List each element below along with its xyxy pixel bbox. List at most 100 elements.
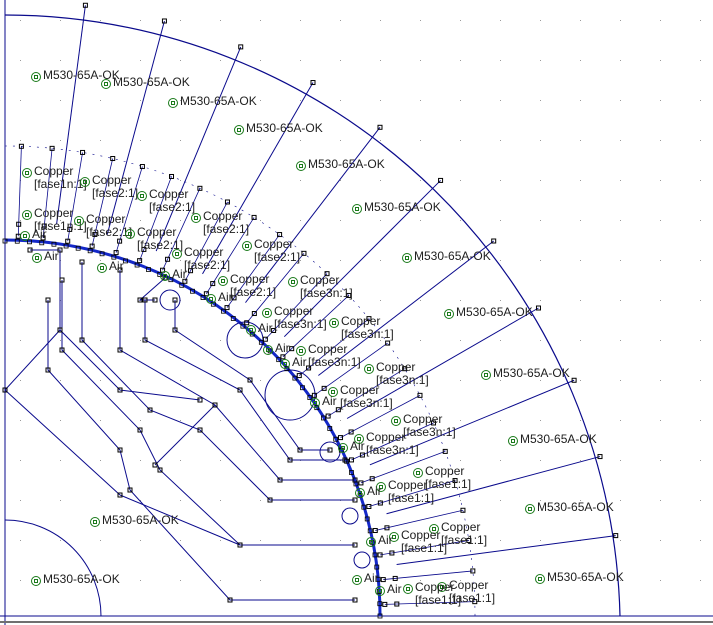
grid-dot: [60, 460, 61, 461]
block-label-air[interactable]: Air: [352, 572, 379, 585]
block-label-air[interactable]: Air: [97, 260, 124, 273]
block-label-steel[interactable]: M530-65A-OK: [234, 122, 323, 135]
grid-dot: [100, 260, 101, 261]
mesh-node: [348, 429, 354, 435]
block-label-steel[interactable]: M530-65A-OK: [31, 69, 120, 82]
block-label-air[interactable]: Air: [20, 228, 47, 241]
grid-dot: [380, 380, 381, 381]
block-label-steel[interactable]: M530-65A-OK: [481, 367, 570, 380]
grid-dot: [260, 380, 261, 381]
grid-dot: [60, 100, 61, 101]
block-label-air[interactable]: Air: [280, 356, 307, 369]
grid-dot: [100, 60, 101, 61]
block-label-air[interactable]: Air: [263, 342, 290, 355]
grid-dot: [180, 540, 181, 541]
mesh-node: [230, 316, 236, 321]
block-label-copper[interactable]: Copper [fase2:1]: [242, 238, 300, 264]
block-label-steel[interactable]: M530-65A-OK: [168, 95, 257, 108]
block-label-air[interactable]: Air: [355, 485, 382, 498]
grid-dot: [60, 140, 61, 141]
block-label-steel[interactable]: M530-65A-OK: [525, 501, 614, 514]
grid-dot: [540, 100, 541, 101]
grid-dot: [620, 260, 621, 261]
material-label: M530-65A-OK: [414, 249, 491, 263]
block-label-steel[interactable]: M530-65A-OK: [101, 76, 190, 89]
mesh-node: [535, 305, 541, 311]
block-label-copper[interactable]: Copper [fase2:1]: [218, 273, 276, 299]
block-label-copper[interactable]: Copper [fase2:1]: [80, 174, 138, 200]
mesh-node: [59, 277, 65, 283]
grid-dot: [420, 420, 421, 421]
block-label-air[interactable]: Air: [375, 583, 402, 596]
block-label-copper[interactable]: Copper [fase1:1]: [413, 465, 471, 491]
block-label-steel[interactable]: M530-65A-OK: [352, 201, 441, 214]
grid-dot: [700, 20, 701, 21]
block-label-steel[interactable]: M530-65A-OK: [535, 571, 624, 584]
block-label-air[interactable]: Air: [310, 395, 337, 408]
grid-dot: [700, 300, 701, 301]
grid-dot: [420, 580, 421, 581]
block-label-copper[interactable]: Copper [fase1:1]: [376, 479, 434, 505]
block-label-steel[interactable]: M530-65A-OK: [402, 250, 491, 263]
block-label-copper[interactable]: Copper [fase2:1]: [74, 213, 132, 239]
grid-dot: [420, 140, 421, 141]
grid-dot: [420, 540, 421, 541]
block-label-copper[interactable]: Copper [fase1:1]: [429, 521, 487, 547]
block-label-copper[interactable]: Copper [fase3n:1]: [296, 343, 361, 369]
block-label-steel[interactable]: M530-65A-OK: [90, 514, 179, 527]
slot-side-line: [351, 422, 434, 461]
grid-dot: [220, 580, 221, 581]
grid-dot: [60, 420, 61, 421]
mesh-node: [353, 481, 359, 487]
block-label-copper[interactable]: Copper [fase3n:1]: [262, 305, 327, 331]
block-label-air[interactable]: Air: [32, 250, 59, 263]
block-label-air[interactable]: Air: [246, 322, 273, 335]
block-label-steel[interactable]: M530-65A-OK: [31, 573, 120, 586]
block-label-copper[interactable]: Copper [fase3n:1]: [329, 315, 394, 341]
block-label-steel[interactable]: M530-65A-OK: [508, 433, 597, 446]
mesh-node: [491, 238, 497, 244]
grid-dot: [700, 340, 701, 341]
block-label-copper[interactable]: Copper [fase1:1]: [403, 581, 461, 607]
block-label-air[interactable]: Air: [366, 534, 393, 547]
block-label-copper[interactable]: Copper [fase2:1]: [172, 246, 230, 272]
grid-dot: [460, 20, 461, 21]
grid-dot: [260, 180, 261, 181]
block-label-copper[interactable]: Copper [fase1n:1]: [22, 207, 87, 233]
stator-tooth-line: [245, 126, 381, 303]
material-label: Copper [fase1:1]: [415, 580, 462, 607]
block-label-steel[interactable]: M530-65A-OK: [296, 158, 385, 171]
grid-dot: [220, 300, 221, 301]
grid-dot: [60, 180, 61, 181]
block-label-air[interactable]: Air: [206, 291, 233, 304]
mesh-node: [147, 407, 153, 413]
block-label-air[interactable]: Air: [160, 268, 187, 281]
mesh-node: [361, 504, 367, 510]
mesh-node: [134, 262, 140, 268]
block-label-copper[interactable]: Copper [fase2:1]: [137, 188, 195, 214]
material-label: Copper [fase2:1]: [137, 225, 184, 252]
block-label-copper[interactable]: Copper [fase3n:1]: [288, 274, 353, 300]
block-label-copper[interactable]: Copper [fase3n:1]: [364, 361, 429, 387]
block-label-copper[interactable]: Copper [fase3n:1]: [391, 413, 456, 439]
mesh-node: [300, 385, 305, 391]
block-label-copper[interactable]: Copper [fase1:1]: [437, 579, 495, 605]
grid-dot: [260, 140, 261, 141]
material-label: Air: [378, 533, 393, 547]
mesh-node: [377, 613, 383, 619]
block-label-copper[interactable]: Copper [fase2:1]: [191, 210, 249, 236]
mesh-node: [247, 377, 253, 383]
grid-dot: [540, 180, 541, 181]
block-label-copper[interactable]: Copper [fase3n:1]: [328, 384, 393, 410]
block-label-copper[interactable]: Copper [fase1n:1]: [22, 165, 87, 191]
block-marker-icon: [206, 294, 216, 304]
block-label-copper[interactable]: Copper [fase2:1]: [125, 226, 183, 252]
block-label-air[interactable]: Air: [338, 440, 365, 453]
block-marker-icon: [80, 177, 90, 187]
block-label-copper[interactable]: Copper [fase1:1]: [389, 529, 447, 555]
block-label-copper[interactable]: Copper [fase3n:1]: [354, 431, 419, 457]
grid-dot: [340, 180, 341, 181]
block-label-steel[interactable]: M530-65A-OK: [444, 306, 533, 319]
grid-dot: [660, 540, 661, 541]
